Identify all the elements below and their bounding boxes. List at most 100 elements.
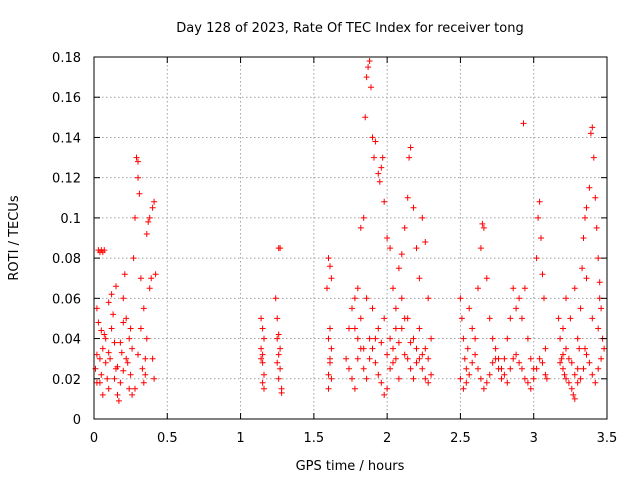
data-point [543,375,550,382]
data-point [378,379,385,386]
data-point [390,285,396,292]
data-point [457,295,464,302]
data-point [530,375,537,382]
data-point [410,375,417,382]
data-point [275,375,282,382]
data-point [560,351,566,358]
data-point [404,194,411,201]
data-point [571,285,578,292]
x-tick-label: 1.5 [304,431,325,446]
data-point [395,375,402,382]
x-tick-label: 1 [236,431,244,446]
data-point [363,295,370,302]
data-point [365,64,372,71]
data-point [121,271,128,278]
data-point [261,335,267,342]
data-point [563,375,569,382]
data-point [580,235,587,241]
data-point [384,385,391,392]
data-point [583,275,590,282]
data-point [419,351,426,358]
data-point [586,184,593,191]
y-tick-label: 0 [73,413,81,428]
data-point [132,214,138,221]
data-point [577,375,584,382]
data-point [398,251,405,258]
data-point [328,375,335,382]
data-point [325,255,332,262]
data-point [413,359,420,366]
y-tick-labels: 0 0.02 0.04 0.06 0.08 0.1 0.12 0.14 0.16 0.18 [52,51,81,428]
data-point [372,138,379,145]
data-point [258,355,265,362]
data-point [105,385,112,392]
data-point [387,335,394,342]
data-point [107,355,114,362]
data-point [93,305,100,312]
data-point [369,305,376,312]
data-point [120,295,127,302]
data-point [557,335,564,342]
data-point [259,325,266,332]
data-point [592,379,599,386]
data-point [258,315,265,322]
data-point [395,265,402,272]
data-point [151,198,158,205]
data-point [422,375,429,382]
data-point [463,365,470,372]
data-point [524,379,531,386]
data-point [117,379,124,386]
data-point [98,371,105,378]
data-point [568,385,575,392]
y-axis-label: ROTI / TECUs [7,195,22,280]
data-point [401,351,408,358]
data-point [535,214,542,221]
data-point [398,295,405,302]
data-point [589,371,596,378]
data-point [274,359,281,366]
data-point [401,224,408,231]
data-point [390,359,396,366]
data-point [469,325,476,332]
y-tick-label: 0.18 [52,51,81,66]
data-point [579,265,586,272]
data-point [343,355,350,362]
data-point [598,305,605,312]
data-point [258,345,265,352]
data-point [366,58,373,64]
data-point [582,214,588,221]
data-point [598,355,605,362]
data-point [102,359,109,366]
data-point [574,335,581,342]
y-tick-label: 0.02 [52,373,81,388]
data-point [489,335,496,342]
data-point [277,245,284,252]
data-point [413,245,420,252]
data-point [533,365,540,372]
data-point [384,235,391,241]
data-point [419,214,426,221]
data-point [274,335,281,342]
data-point [327,263,333,270]
data-point [583,204,590,211]
x-tick-label: 0.5 [157,431,178,446]
data-point [425,295,432,302]
data-point [126,385,133,392]
data-point [324,285,330,292]
data-point [477,245,484,252]
data-point [513,305,520,312]
data-point [369,345,376,352]
data-point [458,315,465,322]
axis-ticks [93,56,608,420]
x-tick-labels: 0 0.5 1 1.5 2 2.5 3 3.5 [90,431,617,446]
data-point [278,389,285,396]
data-point [475,365,481,372]
data-point [460,385,467,392]
data-point [483,275,490,282]
data-point [586,359,593,366]
data-point [561,371,568,378]
data-point [120,367,127,374]
data-point [149,355,156,362]
data-point [596,279,603,286]
data-point [486,315,493,322]
